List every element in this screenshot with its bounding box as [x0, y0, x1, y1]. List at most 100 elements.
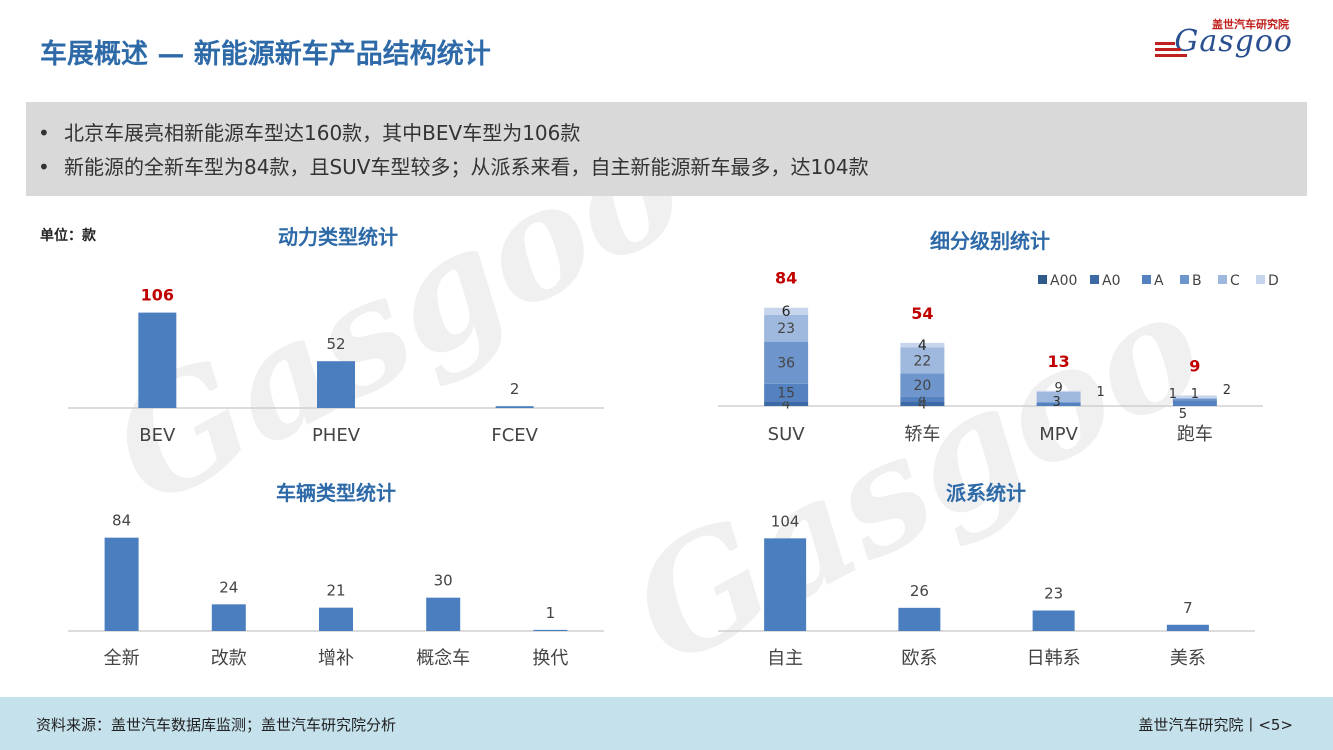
stack-segment: [1172, 400, 1217, 406]
legend-swatch: [1038, 275, 1047, 284]
category-label: SUV: [768, 424, 806, 445]
summary-bullet: 北京车展亮相新能源车型达160款，其中BEV车型为106款: [38, 116, 1307, 150]
category-label: 日韩系: [1027, 648, 1081, 669]
category-label: 增补: [318, 648, 354, 669]
data-label: 23: [1044, 585, 1063, 603]
bar: [1166, 624, 1209, 631]
segment-label: 23: [777, 321, 795, 337]
stack-segment: [900, 347, 945, 374]
segment-label: 20: [913, 378, 931, 394]
logo-cn-text: 盖世汽车研究院: [1212, 18, 1289, 31]
segment-label: 15: [777, 386, 795, 402]
company-logo: 盖世汽车研究院 Gasgoo: [1153, 14, 1293, 62]
stack-segment: [900, 342, 945, 348]
stack-segment: [1036, 391, 1081, 403]
bar: [138, 312, 177, 408]
total-label: 13: [1047, 352, 1069, 371]
legend-swatch: [1180, 275, 1189, 284]
stack-segment: [1036, 402, 1081, 406]
legend-label: B: [1192, 273, 1202, 289]
category-label: 轿车: [904, 424, 940, 445]
segment-label: 6: [782, 304, 791, 320]
brand-origin-chart: 派系统计 104 自主 26 欧系 23 日韩系 7 美系: [718, 481, 1255, 669]
unit-label: 单位：款: [40, 228, 96, 244]
segment-label: 4: [918, 338, 927, 354]
legend-swatch: [1090, 275, 1099, 284]
stack-segment: [900, 373, 945, 397]
logo-stripe: [1155, 42, 1175, 45]
total-label: 84: [775, 269, 797, 288]
total-label: 54: [911, 304, 933, 323]
category-label: BEV: [139, 425, 176, 446]
stack-segment: [764, 341, 809, 384]
bar: [495, 406, 534, 408]
bar: [317, 361, 355, 408]
stack-segment: [1172, 398, 1217, 401]
category-label: FCEV: [491, 425, 538, 446]
logo-en-text: Gasgoo: [1174, 24, 1293, 59]
segment-label: 22: [913, 353, 931, 369]
category-label: 欧系: [901, 648, 937, 669]
legend-swatch: [1256, 275, 1265, 284]
category-label: 自主: [767, 648, 803, 669]
category-label: MPV: [1039, 424, 1078, 445]
data-label: 26: [910, 582, 929, 600]
data-label: 104: [771, 512, 800, 530]
category-label: 全新: [104, 648, 140, 669]
segment-label: 5: [1179, 407, 1187, 422]
bar: [898, 607, 941, 631]
bar: [1032, 610, 1075, 631]
segment-label: 4: [782, 397, 791, 413]
stack-segment: [764, 383, 809, 402]
vehicle-type-chart: 车辆类型统计 84 全新 24 改款 21 增补 30 概念车 1 换代: [68, 481, 604, 669]
category-label: 换代: [532, 648, 568, 669]
footer-page-number: 盖世汽车研究院丨<5>: [1138, 716, 1293, 734]
chart-title: 细分级别统计: [930, 229, 1050, 253]
segment-label: 4: [918, 392, 927, 408]
segment-label: 36: [777, 356, 795, 372]
chart-title: 车辆类型统计: [276, 481, 396, 505]
stack-segment: [900, 396, 945, 402]
stack-segment: [764, 314, 809, 342]
data-label: 106: [141, 286, 174, 305]
segment-label: 9: [1054, 381, 1062, 396]
footer: 资料来源：盖世汽车数据库监测；盖世汽车研究院分析 盖世汽车研究院丨<5>: [0, 697, 1333, 750]
bar: [764, 538, 807, 631]
logo-stripe: [1155, 48, 1181, 51]
stack-segment: [1172, 397, 1217, 399]
data-label: 24: [219, 578, 238, 596]
legend-label: A00: [1050, 273, 1077, 289]
data-label: 21: [326, 582, 345, 600]
legend-swatch: [1142, 275, 1151, 284]
stack-segment: [900, 401, 945, 406]
footer-source: 资料来源：盖世汽车数据库监测；盖世汽车研究院分析: [36, 716, 397, 734]
total-label: 9: [1189, 356, 1200, 375]
stack-segment: [764, 401, 809, 406]
chart-title: 动力类型统计: [278, 225, 398, 249]
data-label: 52: [326, 335, 345, 353]
category-label: PHEV: [312, 425, 361, 446]
bar: [319, 607, 353, 631]
logo-stripe: [1155, 54, 1187, 57]
segment-label: 3: [1052, 395, 1060, 410]
segment-label: 1: [1169, 387, 1177, 402]
summary-box: 北京车展亮相新能源车型达160款，其中BEV车型为106款 新能源的全新车型为8…: [26, 102, 1307, 196]
data-label: 30: [434, 572, 453, 590]
category-label: 美系: [1170, 648, 1206, 669]
stack-segment: [1172, 395, 1217, 398]
summary-bullet: 新能源的全新车型为84款，且SUV车型较多；从派系来看，自主新能源新车最多，达1…: [38, 150, 1307, 184]
data-label: 84: [112, 512, 131, 530]
bar: [426, 597, 461, 631]
legend-label: A0: [1102, 273, 1120, 289]
data-label: 2: [510, 380, 520, 398]
category-label: 改款: [211, 648, 247, 669]
segment-label: 2: [1223, 383, 1231, 398]
power-type-chart: 动力类型统计 106 BEV 52 PHEV 2 FCEV: [68, 225, 604, 446]
bar: [211, 604, 246, 631]
segment-label: 1: [1191, 387, 1199, 402]
legend-label: D: [1268, 273, 1279, 289]
legend-label: C: [1230, 273, 1240, 289]
legend-label: A: [1154, 273, 1164, 289]
bar: [104, 537, 139, 631]
